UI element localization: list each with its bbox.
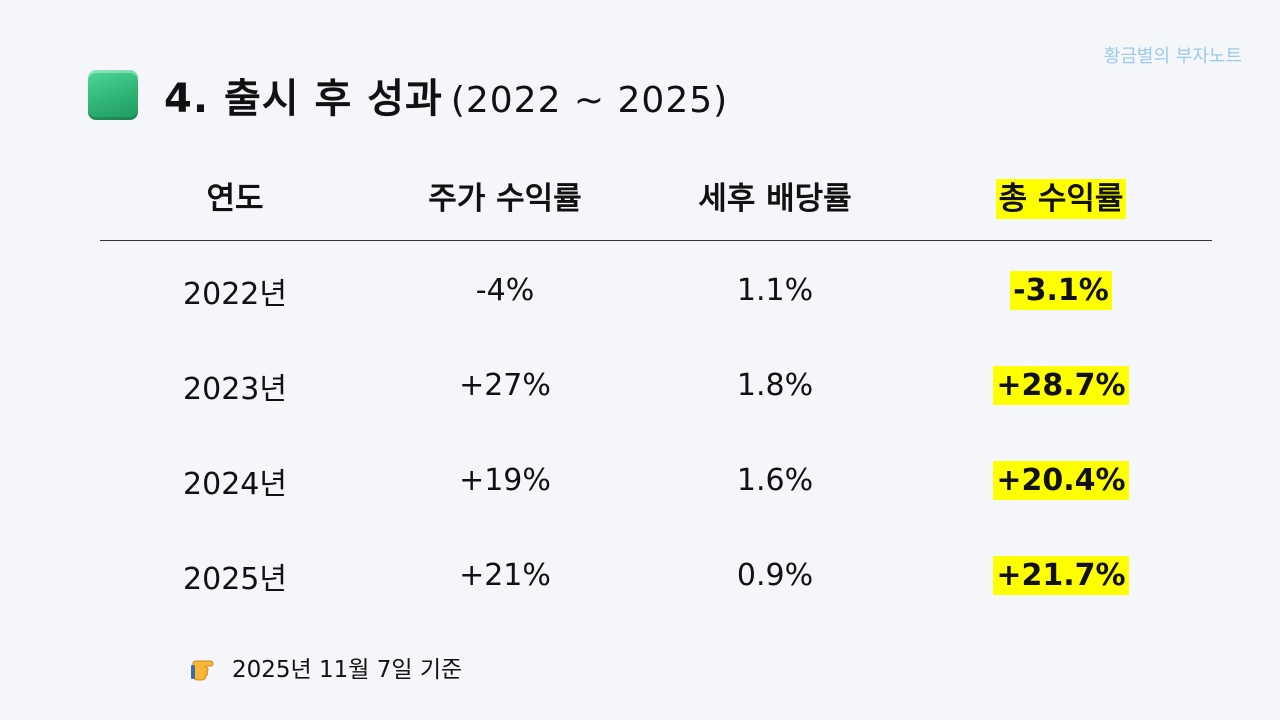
cell-dividend-yield: 1.6%	[736, 463, 814, 498]
total-return-value: +21.7%	[993, 556, 1129, 595]
title-main: 4. 출시 후 성과	[164, 76, 443, 122]
table-body: 2022년 -4% 1.1% -3.1% 2023년 +27% 1.8% +28…	[100, 243, 1212, 623]
page-title: 4. 출시 후 성과 (2022 ~ 2025)	[164, 66, 728, 124]
cell-year: 2023년	[183, 371, 287, 407]
cell-total-return: +21.7%	[910, 556, 1212, 595]
cell-year: 2022년	[183, 276, 287, 312]
performance-table: 연도 주가 수익률 세후 배당률 총 수익률 2022년 -4% 1.1% -3…	[100, 160, 1212, 623]
table-header-row: 연도 주가 수익률 세후 배당률 총 수익률	[100, 160, 1212, 230]
header-dividend-yield: 세후 배당률	[698, 180, 852, 217]
cell-year: 2024년	[183, 466, 287, 502]
cell-total-return: +20.4%	[910, 461, 1212, 500]
table-divider	[100, 240, 1212, 241]
cell-price-return: +21%	[459, 558, 551, 593]
cell-price-return: +27%	[459, 368, 551, 403]
header-year: 연도	[206, 180, 264, 217]
footnote: 2025년 11월 7일 기준	[190, 650, 462, 684]
cell-year: 2025년	[183, 561, 287, 597]
total-return-value: +20.4%	[993, 461, 1129, 500]
cell-total-return: -3.1%	[910, 271, 1212, 310]
cell-price-return: +19%	[459, 463, 551, 498]
header-total-return: 총 수익률	[910, 173, 1212, 219]
total-return-value: +28.7%	[993, 366, 1129, 405]
header-price-return: 주가 수익률	[428, 180, 582, 217]
total-return-value: -3.1%	[1010, 271, 1112, 310]
green-square-icon	[88, 70, 138, 120]
title-range: (2022 ~ 2025)	[450, 80, 729, 121]
table-row: 2022년 -4% 1.1% -3.1%	[100, 243, 1212, 338]
table-row: 2025년 +21% 0.9% +21.7%	[100, 528, 1212, 623]
header-total-return-label: 총 수익률	[995, 178, 1127, 219]
table-row: 2024년 +19% 1.6% +20.4%	[100, 433, 1212, 528]
pointing-hand-icon	[190, 652, 220, 682]
footnote-text: 2025년 11월 7일 기준	[232, 657, 463, 683]
cell-price-return: -4%	[475, 273, 535, 308]
cell-dividend-yield: 0.9%	[736, 558, 814, 593]
title-row: 4. 출시 후 성과 (2022 ~ 2025)	[88, 66, 728, 124]
cell-dividend-yield: 1.8%	[736, 368, 814, 403]
cell-total-return: +28.7%	[910, 366, 1212, 405]
cell-dividend-yield: 1.1%	[736, 273, 814, 308]
watermark: 황금별의 부자노트	[1103, 46, 1242, 67]
table-row: 2023년 +27% 1.8% +28.7%	[100, 338, 1212, 433]
